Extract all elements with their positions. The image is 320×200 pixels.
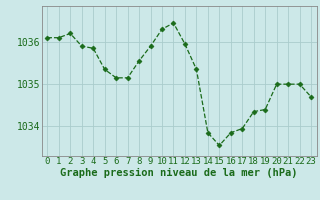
X-axis label: Graphe pression niveau de la mer (hPa): Graphe pression niveau de la mer (hPa)	[60, 168, 298, 178]
